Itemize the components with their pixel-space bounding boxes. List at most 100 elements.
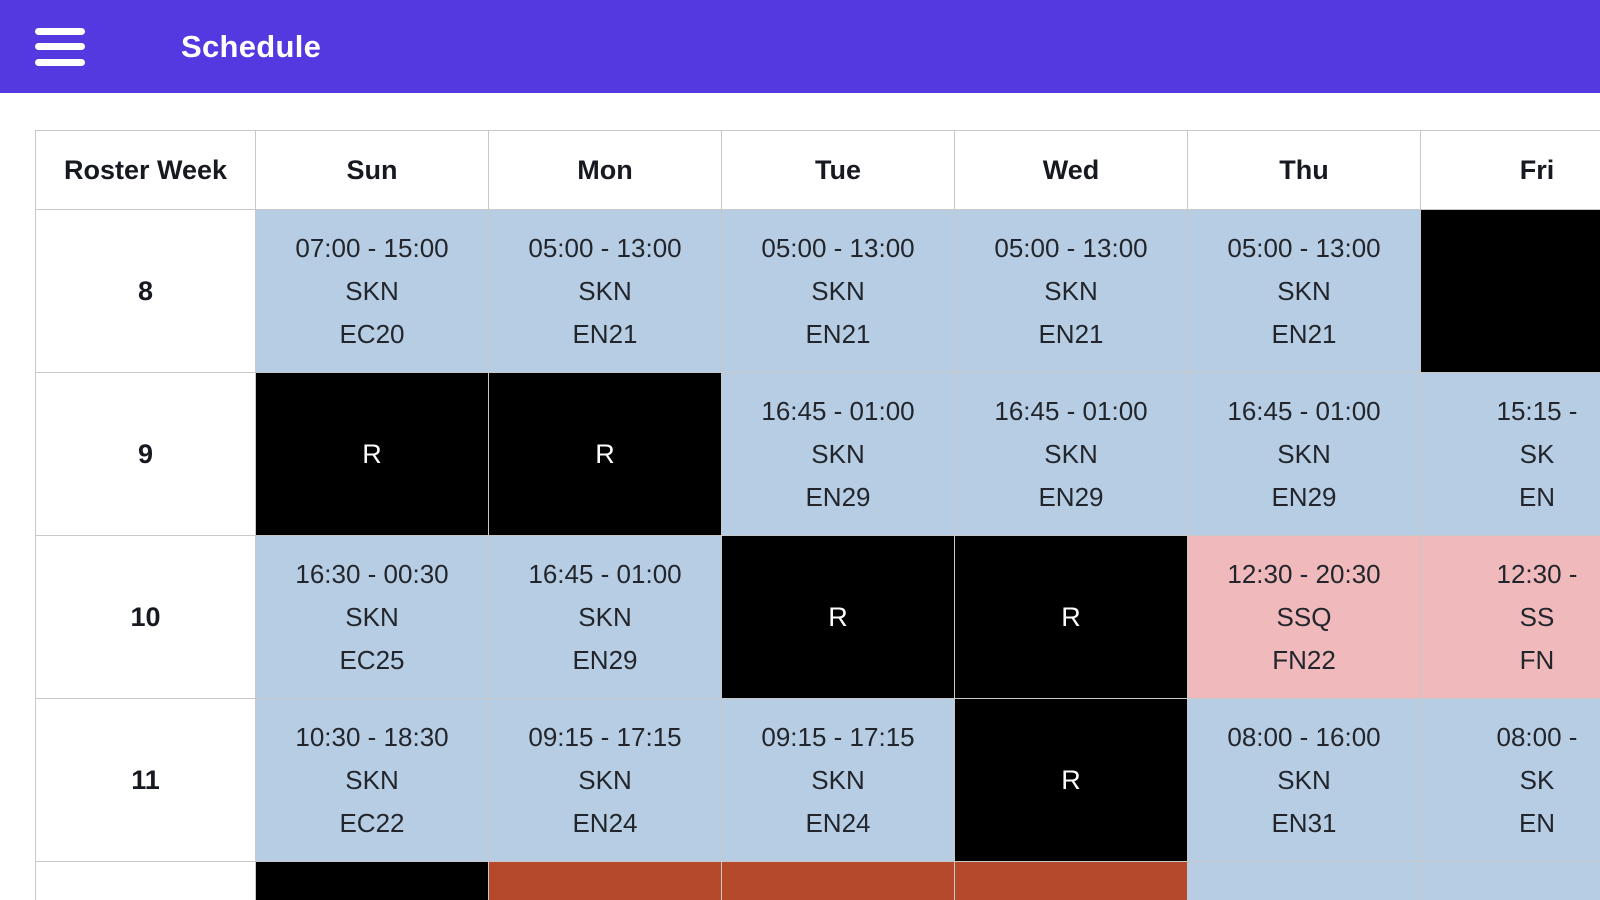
shift-cell[interactable]: 07:00 - 15:00 SKN EC20: [255, 209, 489, 373]
header-row: Roster Week Sun Mon Tue Wed Thu Fri: [35, 130, 1600, 210]
rest-day-cell[interactable]: [255, 861, 489, 900]
shift-time: 12:30 - 20:30: [1227, 558, 1381, 589]
shift-cell[interactable]: 05:00 - 13:00 SKN EN21: [954, 209, 1188, 373]
shift-code: SKN: [578, 275, 632, 306]
roster-row: [35, 861, 1600, 900]
shift-cell[interactable]: [954, 861, 1188, 900]
menu-button[interactable]: [35, 27, 85, 66]
shift-time: 07:00 - 15:00: [295, 232, 449, 263]
shift-time: 05:00 - 13:00: [994, 232, 1148, 263]
week-number-cell: 9: [35, 372, 256, 536]
shift-time: 05:00 - 13:00: [1227, 232, 1381, 263]
shift-time: 16:45 - 01:00: [528, 558, 682, 589]
shift-code: EN29: [805, 481, 871, 512]
column-header-sun: Sun: [255, 130, 489, 210]
column-header-tue: Tue: [721, 130, 955, 210]
shift-code: EN29: [1271, 481, 1337, 512]
rest-day-cell[interactable]: [1420, 209, 1600, 373]
shift-code: SK: [1519, 764, 1555, 795]
hamburger-bar: [35, 27, 85, 35]
shift-cell[interactable]: 05:00 - 13:00 SKN EN21: [488, 209, 722, 373]
shift-code: EN31: [1271, 807, 1337, 838]
shift-code: SKN: [1277, 275, 1331, 306]
shift-code: FN: [1519, 644, 1555, 675]
shift-cell[interactable]: 16:45 - 01:00 SKN EN29: [721, 372, 955, 536]
shift-code: SKN: [811, 275, 865, 306]
shift-code: EN21: [572, 318, 638, 349]
shift-time: 16:45 - 01:00: [1227, 395, 1381, 426]
shift-code: EN21: [1038, 318, 1104, 349]
shift-time: 12:30 -: [1496, 558, 1578, 589]
rest-day-cell[interactable]: R: [954, 535, 1188, 699]
shift-code: SKN: [345, 601, 399, 632]
shift-code: EN21: [1271, 318, 1337, 349]
schedule-content: Roster Week Sun Mon Tue Wed Thu Fri 8 07:00 - 1…: [0, 93, 1600, 900]
shift-code: EN21: [805, 318, 871, 349]
shift-code: SKN: [1044, 275, 1098, 306]
roster-row: 10 16:30 - 00:30 SKN EC25 16:45 - 01:00 SKN EN…: [35, 535, 1600, 699]
shift-time: 10:30 - 18:30: [295, 721, 449, 752]
shift-code: EC20: [339, 318, 405, 349]
shift-code: EN29: [572, 644, 638, 675]
shift-time: 08:00 -: [1496, 721, 1578, 752]
shift-time: 16:45 - 01:00: [994, 395, 1148, 426]
shift-code: SKN: [1277, 764, 1331, 795]
shift-code: EC25: [339, 644, 405, 675]
hamburger-icon: [35, 27, 85, 66]
shift-cell[interactable]: 16:45 - 01:00 SKN EN29: [954, 372, 1188, 536]
shift-cell[interactable]: [721, 861, 955, 900]
column-header-thu: Thu: [1187, 130, 1421, 210]
shift-cell[interactable]: 16:45 - 01:00 SKN EN29: [488, 535, 722, 699]
column-header-wed: Wed: [954, 130, 1188, 210]
shift-time: 05:00 - 13:00: [528, 232, 682, 263]
shift-code: SKN: [1277, 438, 1331, 469]
roster-table: Roster Week Sun Mon Tue Wed Thu Fri 8 07:00 - 1…: [35, 130, 1600, 900]
shift-time: 16:45 - 01:00: [761, 395, 915, 426]
shift-cell[interactable]: 05:00 - 13:00 SKN EN21: [721, 209, 955, 373]
rest-day-cell[interactable]: R: [954, 698, 1188, 862]
shift-cell[interactable]: 16:45 - 01:00 SKN EN29: [1187, 372, 1421, 536]
shift-cell[interactable]: [1187, 861, 1421, 900]
rest-day-cell[interactable]: R: [255, 372, 489, 536]
roster-row: 11 10:30 - 18:30 SKN EC22 09:15 - 17:15 SKN EN…: [35, 698, 1600, 862]
shift-cell[interactable]: 12:30 - 20:30 SSQ FN22: [1187, 535, 1421, 699]
rest-day-cell[interactable]: R: [721, 535, 955, 699]
shift-cell[interactable]: 12:30 - SS FN: [1420, 535, 1600, 699]
shift-cell[interactable]: 08:00 - SK EN: [1420, 698, 1600, 862]
week-number-cell: [35, 861, 256, 900]
shift-code: EC22: [339, 807, 405, 838]
shift-cell[interactable]: 09:15 - 17:15 SKN EN24: [488, 698, 722, 862]
shift-code: SS: [1519, 601, 1555, 632]
week-number-cell: 8: [35, 209, 256, 373]
app-bar: Schedule: [0, 0, 1600, 93]
shift-time: 09:15 - 17:15: [528, 721, 682, 752]
shift-cell[interactable]: 10:30 - 18:30 SKN EC22: [255, 698, 489, 862]
shift-cell[interactable]: [1420, 861, 1600, 900]
shift-cell[interactable]: 15:15 - SK EN: [1420, 372, 1600, 536]
shift-time: 08:00 - 16:00: [1227, 721, 1381, 752]
shift-code: SKN: [578, 764, 632, 795]
shift-cell[interactable]: 09:15 - 17:15 SKN EN24: [721, 698, 955, 862]
week-number-cell: 11: [35, 698, 256, 862]
shift-code: FN22: [1272, 644, 1336, 675]
shift-code: SKN: [811, 438, 865, 469]
shift-time: 09:15 - 17:15: [761, 721, 915, 752]
rest-day-cell[interactable]: R: [488, 372, 722, 536]
hamburger-bar: [35, 43, 85, 50]
shift-code: EN: [1518, 807, 1556, 838]
roster-row: 9 R R 16:45 - 01:00 SKN EN29 16:45 - 01:00 SKN E…: [35, 372, 1600, 536]
shift-cell[interactable]: [488, 861, 722, 900]
shift-code: EN24: [572, 807, 638, 838]
shift-code: SKN: [345, 764, 399, 795]
roster-table-head: Roster Week Sun Mon Tue Wed Thu Fri: [35, 130, 1600, 210]
column-header-roster-week: Roster Week: [35, 130, 256, 210]
shift-code: EN: [1518, 481, 1556, 512]
shift-cell[interactable]: 05:00 - 13:00 SKN EN21: [1187, 209, 1421, 373]
shift-cell[interactable]: 08:00 - 16:00 SKN EN31: [1187, 698, 1421, 862]
shift-code: SK: [1519, 438, 1555, 469]
shift-code: EN29: [1038, 481, 1104, 512]
week-number-cell: 10: [35, 535, 256, 699]
shift-time: 16:30 - 00:30: [295, 558, 449, 589]
schedule-table-viewport[interactable]: Roster Week Sun Mon Tue Wed Thu Fri 8 07:00 - 1…: [35, 130, 1600, 900]
shift-cell[interactable]: 16:30 - 00:30 SKN EC25: [255, 535, 489, 699]
